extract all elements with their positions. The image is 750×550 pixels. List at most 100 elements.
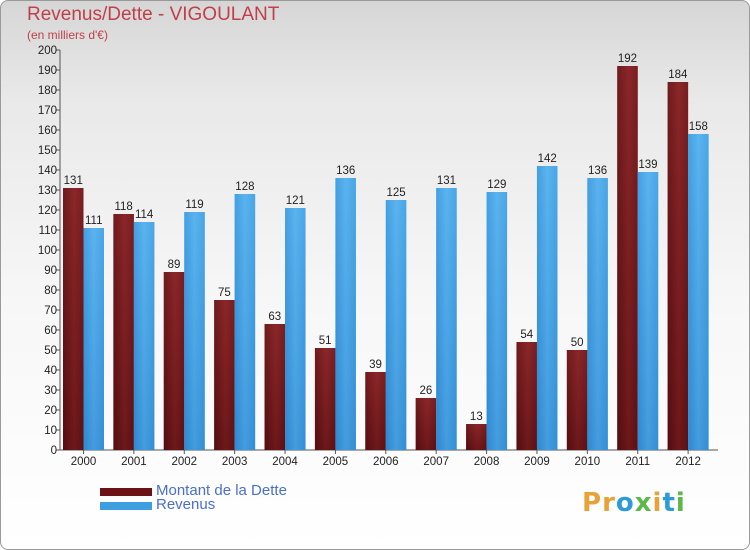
bar-debt-shade	[314, 348, 336, 450]
x-tick-label: 2008	[474, 456, 500, 468]
data-label-debt: 89	[168, 259, 181, 271]
data-label-revenue: 114	[135, 209, 154, 221]
x-tick-label: 2011	[625, 456, 650, 468]
bar-revenue-shade	[536, 166, 558, 450]
legend-swatch-debt	[100, 488, 152, 496]
data-label-revenue: 128	[235, 181, 254, 193]
data-label-revenue: 139	[638, 159, 657, 171]
y-tick-label: 100	[38, 245, 57, 257]
y-tick-label: 10	[44, 425, 57, 437]
y-tick-label: 70	[44, 305, 57, 317]
data-label-debt: 118	[114, 201, 132, 213]
bar-debt-shade	[365, 372, 386, 450]
y-tick-label: 170	[38, 105, 57, 117]
data-label-debt: 75	[218, 287, 231, 299]
y-tick-label: 160	[38, 125, 57, 137]
y-tick-label: 20	[44, 405, 57, 417]
y-tick-label: 150	[38, 145, 57, 157]
x-tick-label: 2001	[121, 456, 147, 468]
logo-letter: i	[652, 488, 663, 518]
x-tick-label: 2004	[272, 456, 298, 468]
x-tick-label: 2012	[675, 456, 701, 468]
bar-debt-shade	[163, 272, 185, 450]
bar-revenue-shade	[436, 188, 457, 450]
data-label-debt: 39	[369, 359, 382, 371]
legend-swatch-revenue	[100, 502, 152, 510]
legend-label-debt: Montant de la Dette	[156, 482, 287, 499]
bar-revenue-shade	[385, 200, 407, 450]
x-tick-label: 2002	[171, 456, 197, 468]
bar-debt-shade	[667, 82, 689, 450]
bar-revenue-shade	[83, 228, 104, 450]
x-tick-label: 2000	[71, 456, 97, 468]
data-label-debt: 26	[420, 385, 433, 397]
bar-revenue-shade	[285, 208, 306, 450]
bar-revenue-shade	[587, 178, 608, 450]
x-tick-label: 2009	[524, 456, 550, 468]
bar-debt-shade	[214, 300, 235, 450]
y-tick-label: 130	[38, 185, 57, 197]
legend-label-revenue: Revenus	[156, 496, 216, 513]
logo-letter: i	[675, 488, 686, 518]
bar-revenue-shade	[184, 212, 205, 450]
data-label-revenue: 111	[85, 215, 102, 227]
chart-title: Revenus/Dette - VIGOULANT	[27, 4, 280, 25]
data-label-debt: 13	[470, 411, 483, 423]
data-label-debt: 51	[319, 335, 332, 347]
bar-revenue-shade	[335, 178, 356, 450]
bars	[63, 66, 709, 450]
bar-revenue-shade	[688, 134, 709, 450]
data-label-debt: 63	[268, 311, 281, 323]
data-label-revenue: 136	[588, 165, 607, 177]
data-label-revenue: 121	[286, 195, 305, 207]
axes: 0 10 20 30 40 50 60 70 80 90 100 110 120 130 140 150 160…	[38, 45, 718, 457]
data-label-debt: 184	[668, 69, 688, 81]
data-label-revenue: 158	[689, 121, 708, 133]
y-tick-label: 80	[44, 285, 57, 297]
data-label-revenue: 119	[185, 199, 203, 211]
y-tick-label: 120	[38, 205, 57, 217]
data-label-revenue: 142	[538, 153, 557, 165]
x-tick-label: 2005	[323, 456, 349, 468]
bar-debt-shade	[466, 424, 487, 450]
bar-debt-shade	[113, 214, 134, 450]
bar-debt-shade	[566, 350, 588, 450]
bar-debt-shade	[516, 342, 537, 450]
bar-debt-shade	[617, 66, 638, 450]
logo-letter: t	[662, 488, 676, 518]
data-label-debt: 131	[64, 175, 83, 187]
data-label-revenue: 125	[386, 187, 405, 199]
y-tick-label: 0	[51, 445, 57, 457]
proxiti-logo: Proxiti	[582, 488, 686, 518]
bar-revenue-shade	[234, 194, 256, 450]
y-tick-label: 110	[39, 225, 57, 237]
data-label-debt: 54	[520, 329, 533, 341]
logo-letter: P	[582, 488, 603, 518]
y-tick-label: 200	[38, 45, 57, 57]
data-label-debt: 50	[571, 337, 584, 349]
x-tick-label: 2006	[373, 456, 399, 468]
bar-revenue-shade	[133, 222, 155, 450]
data-label-revenue: 129	[487, 179, 506, 191]
data-label-revenue: 136	[336, 165, 355, 177]
logo-letter: o	[615, 488, 635, 518]
logo-letter: x	[634, 488, 653, 518]
data-label-revenue: 131	[437, 175, 456, 187]
bar-debt-shade	[63, 188, 84, 450]
y-tick-label: 140	[38, 165, 57, 177]
data-label-debt: 192	[618, 53, 637, 65]
y-tick-label: 180	[38, 85, 57, 97]
x-tick-label: 2007	[423, 456, 449, 468]
y-tick-label: 60	[44, 325, 57, 337]
y-tick-label: 40	[44, 365, 57, 377]
x-tick-label: 2010	[575, 456, 601, 468]
bar-revenue-shade	[637, 172, 659, 450]
bar-revenue-shade	[486, 192, 508, 450]
x-tick-label: 2003	[222, 456, 248, 468]
chart-subtitle: (en milliers d'€)	[27, 28, 108, 42]
logo-letter: r	[602, 488, 616, 518]
y-tick-label: 190	[38, 65, 57, 77]
y-tick-label: 50	[44, 345, 57, 357]
bar-debt-shade	[415, 398, 437, 450]
